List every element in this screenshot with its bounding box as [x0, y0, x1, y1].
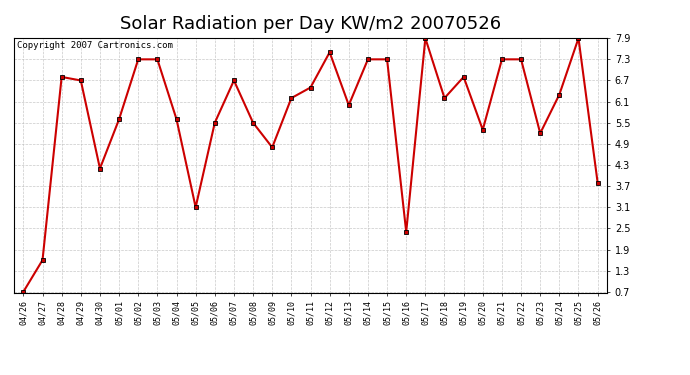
Text: Copyright 2007 Cartronics.com: Copyright 2007 Cartronics.com	[17, 41, 172, 50]
Text: Solar Radiation per Day KW/m2 20070526: Solar Radiation per Day KW/m2 20070526	[120, 15, 501, 33]
